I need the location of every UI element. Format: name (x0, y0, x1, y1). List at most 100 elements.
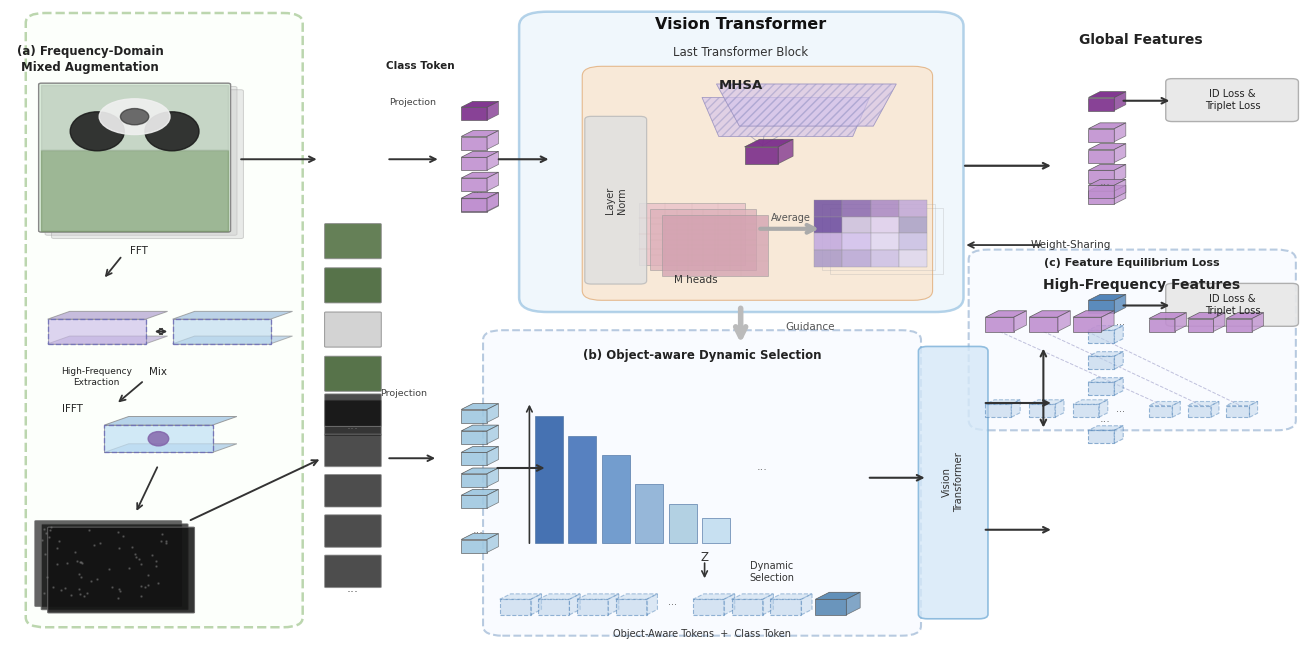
Polygon shape (461, 198, 487, 211)
Polygon shape (693, 594, 735, 599)
Polygon shape (1227, 318, 1252, 332)
Polygon shape (693, 599, 723, 615)
Polygon shape (461, 425, 498, 431)
Polygon shape (461, 489, 498, 495)
Text: ...: ... (1099, 177, 1111, 187)
FancyBboxPatch shape (585, 116, 647, 284)
Text: ...: ... (347, 419, 359, 432)
Polygon shape (1188, 313, 1226, 318)
Polygon shape (770, 599, 801, 615)
Polygon shape (1089, 294, 1125, 300)
Text: Average: Average (771, 213, 811, 223)
FancyBboxPatch shape (42, 524, 189, 610)
Polygon shape (608, 594, 619, 615)
Polygon shape (461, 199, 487, 212)
Text: Mix: Mix (150, 367, 168, 378)
FancyBboxPatch shape (52, 90, 243, 239)
FancyBboxPatch shape (519, 12, 964, 312)
FancyBboxPatch shape (325, 515, 381, 547)
Polygon shape (1188, 406, 1211, 417)
Polygon shape (1089, 164, 1125, 170)
FancyBboxPatch shape (483, 330, 921, 636)
Polygon shape (461, 410, 487, 422)
Polygon shape (570, 594, 580, 615)
Polygon shape (487, 193, 498, 212)
Polygon shape (1089, 179, 1125, 185)
Polygon shape (1099, 400, 1107, 417)
Polygon shape (615, 594, 657, 599)
Polygon shape (1149, 313, 1187, 318)
Polygon shape (1089, 92, 1125, 98)
Text: Guidance: Guidance (786, 322, 835, 332)
Polygon shape (1149, 402, 1180, 406)
Polygon shape (1089, 352, 1123, 356)
Polygon shape (539, 594, 580, 599)
Polygon shape (985, 400, 1020, 404)
Polygon shape (1114, 144, 1125, 162)
Polygon shape (1089, 382, 1114, 395)
Polygon shape (1073, 317, 1102, 332)
Polygon shape (744, 147, 778, 164)
Bar (601, 455, 630, 543)
Text: ...: ... (1099, 414, 1111, 424)
Polygon shape (703, 98, 869, 136)
Polygon shape (1073, 400, 1107, 404)
Polygon shape (461, 447, 498, 452)
Polygon shape (461, 431, 487, 444)
Text: (c) Feature Equilibrium Loss: (c) Feature Equilibrium Loss (1045, 257, 1220, 268)
Polygon shape (846, 592, 860, 615)
FancyBboxPatch shape (919, 346, 987, 619)
Polygon shape (1089, 170, 1114, 183)
FancyBboxPatch shape (35, 521, 182, 606)
Polygon shape (487, 489, 498, 508)
Polygon shape (1013, 311, 1026, 332)
FancyBboxPatch shape (325, 400, 381, 436)
Polygon shape (487, 447, 498, 465)
Polygon shape (1073, 404, 1099, 417)
Polygon shape (461, 534, 498, 540)
Polygon shape (1055, 400, 1064, 417)
Text: Layer
Norm: Layer Norm (605, 187, 627, 214)
Polygon shape (461, 136, 487, 150)
Polygon shape (816, 599, 846, 615)
Text: ID Loss &
Triplet Loss: ID Loss & Triplet Loss (1205, 89, 1261, 111)
Polygon shape (985, 311, 1026, 317)
Polygon shape (1089, 430, 1114, 443)
Bar (843, 250, 870, 266)
Polygon shape (104, 417, 237, 425)
Polygon shape (1089, 129, 1114, 142)
Text: High-Frequency Features: High-Frequency Features (1042, 278, 1240, 292)
Polygon shape (173, 311, 293, 319)
Polygon shape (1114, 92, 1125, 110)
Text: Vision
Transformer: Vision Transformer (942, 452, 964, 512)
FancyBboxPatch shape (969, 250, 1296, 430)
Text: ID Loss &
Triplet Loss: ID Loss & Triplet Loss (1205, 294, 1261, 316)
Polygon shape (1188, 402, 1219, 406)
Bar (899, 233, 928, 250)
Polygon shape (578, 599, 608, 615)
Polygon shape (461, 452, 487, 465)
Polygon shape (1227, 402, 1258, 406)
Bar (814, 200, 843, 217)
Polygon shape (1149, 318, 1175, 332)
FancyBboxPatch shape (325, 268, 381, 303)
Polygon shape (1114, 352, 1123, 369)
Polygon shape (500, 599, 531, 615)
Text: ...: ... (667, 597, 677, 607)
Polygon shape (1011, 400, 1020, 417)
Text: IFFT: IFFT (62, 404, 83, 415)
Polygon shape (723, 594, 735, 615)
FancyBboxPatch shape (46, 86, 237, 235)
Polygon shape (48, 319, 146, 344)
Bar (899, 200, 928, 217)
Text: Weight-Sharing: Weight-Sharing (1030, 240, 1111, 250)
Bar (669, 504, 697, 543)
Polygon shape (1114, 179, 1125, 198)
Polygon shape (531, 594, 541, 615)
Polygon shape (816, 592, 860, 599)
Polygon shape (1149, 406, 1172, 417)
Polygon shape (487, 468, 498, 487)
Polygon shape (1089, 191, 1114, 204)
Polygon shape (1227, 406, 1249, 417)
Bar (814, 217, 843, 233)
